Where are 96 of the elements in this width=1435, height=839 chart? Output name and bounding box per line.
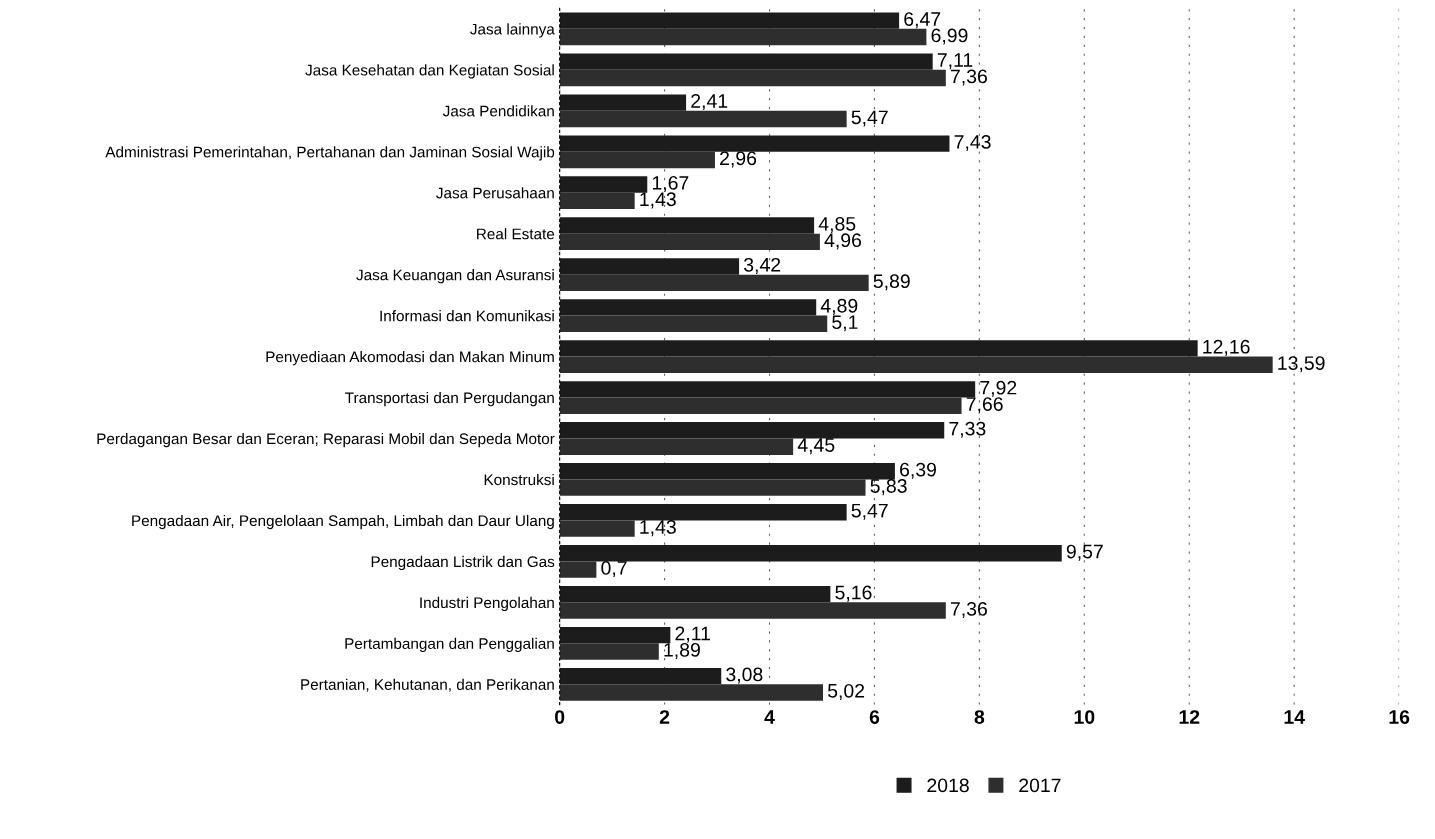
bar: [559, 12, 900, 29]
bar: [559, 626, 671, 644]
y-tick-label: Perdagangan Besar dan Eceran; Reparasi Mobil dan Sepeda Motor: [97, 432, 555, 448]
bar: [559, 299, 817, 316]
data-label: 13,59: [1278, 356, 1325, 373]
x-tick-label: 8: [974, 710, 985, 724]
data-label: 5,02: [827, 683, 865, 700]
data-label: 6,47: [904, 12, 941, 29]
data-label: 2,96: [720, 151, 757, 168]
bar: [559, 217, 815, 234]
bar: [559, 422, 945, 439]
data-label: 3,08: [726, 667, 763, 684]
y-tick-label: Transportasi dan Pergudangan: [345, 392, 554, 407]
y-tick-label: Informasi dan Komunikasi: [380, 310, 554, 322]
bar: [559, 356, 1273, 373]
data-label: 5,89: [873, 274, 910, 291]
x-tick-label: 16: [1389, 710, 1410, 724]
data-label: 12,16: [1203, 339, 1250, 356]
data-label: 5,1: [832, 315, 858, 332]
y-tick-label: Administrasi Pemerintahan, Pertahanan dan Jaminan Sosial Wajib: [105, 146, 555, 161]
bar: [559, 479, 866, 496]
data-label: 7,66: [966, 397, 1003, 414]
x-tick-label: 2: [659, 710, 670, 724]
data-label: 2,41: [691, 94, 728, 111]
y-tick-label: Penyediaan Akomodasi dan Makan Minum: [266, 351, 554, 366]
legend-label: 2017: [1019, 778, 1061, 793]
y-tick-label: Jasa Keuangan dan Asuransi: [356, 269, 554, 284]
bar: [559, 397, 962, 414]
bar: [559, 381, 976, 398]
bar: [559, 135, 950, 152]
y-tick-label: Pengadaan Listrik dan Gas: [371, 555, 555, 571]
bar: [559, 340, 1198, 357]
bar: [559, 602, 946, 619]
y-tick-label: Pengadaan Air, Pengelolaan Sampah, Limbah dan Daur Ulang: [132, 514, 554, 530]
data-label: 7,43: [954, 135, 991, 152]
data-label: 1,43: [640, 520, 676, 537]
x-tick-label: 0: [555, 710, 565, 724]
bar: [559, 667, 722, 685]
data-label: 1,89: [664, 642, 700, 660]
bar: [559, 438, 794, 455]
bar: [559, 258, 740, 275]
data-label: 7,11: [937, 53, 973, 70]
data-label: 1,67: [652, 175, 689, 193]
data-label: 5,47: [851, 110, 888, 127]
x-tick-label: 10: [1074, 710, 1095, 724]
data-label: 1,43: [640, 192, 676, 209]
data-label: 7,92: [980, 380, 1017, 397]
bar: [559, 520, 635, 537]
bar: [559, 151, 715, 169]
data-label: 7,36: [950, 602, 987, 619]
data-label: 5,83: [870, 479, 907, 496]
bar: [559, 561, 597, 578]
bar: [559, 94, 687, 111]
y-tick-label: Jasa Kesehatan dan Kegiatan Sosial: [305, 64, 554, 79]
data-label: 0,7: [601, 561, 627, 578]
bar: [559, 643, 659, 660]
x-tick-label: 4: [764, 710, 775, 724]
y-tick-label: Pertanian, Kehutanan, dan Perikanan: [301, 678, 554, 692]
data-label: 4,85: [818, 216, 856, 234]
bar: [559, 504, 847, 521]
y-tick-label: Jasa Pendidikan: [442, 105, 554, 117]
y-tick-label: Jasa Perusahaan: [436, 187, 554, 199]
bar: [559, 69, 946, 87]
bar: [559, 28, 927, 46]
bar: [559, 233, 820, 251]
data-label: 3,42: [744, 257, 781, 274]
bar: [559, 585, 831, 603]
legend-label: 2018: [927, 778, 969, 793]
bar: [559, 274, 869, 292]
data-label: 4,96: [824, 233, 862, 250]
y-tick-label: Jasa lainnya: [470, 23, 555, 38]
data-label: 5,16: [835, 585, 872, 602]
bar: [559, 110, 847, 128]
data-label: 2,11: [675, 626, 710, 643]
x-tick-label: 12: [1179, 710, 1200, 724]
bar: [559, 315, 828, 332]
data-label: 4,45: [797, 438, 835, 455]
y-tick-label: Konstruksi: [484, 473, 554, 486]
bar: [559, 176, 648, 193]
data-label: 5,47: [851, 503, 888, 520]
y-tick-label: Industri Pengolahan: [420, 596, 554, 612]
y-tick-label: Real Estate: [477, 228, 555, 240]
bar: [559, 53, 933, 70]
bar: [559, 463, 895, 480]
data-label: 6,39: [900, 462, 936, 479]
data-label: 7,33: [949, 421, 986, 438]
bar: [559, 545, 1062, 562]
y-tick-label: Pertambangan dan Penggalian: [345, 637, 554, 653]
data-label: 7,36: [950, 69, 987, 86]
data-label: 6,99: [931, 28, 968, 45]
x-tick-label: 14: [1284, 710, 1305, 724]
bar: [559, 684, 824, 701]
x-tick-label: 6: [869, 710, 880, 724]
data-label: 9,57: [1066, 544, 1103, 561]
bar: [559, 192, 635, 210]
data-label: 4,89: [820, 298, 858, 315]
